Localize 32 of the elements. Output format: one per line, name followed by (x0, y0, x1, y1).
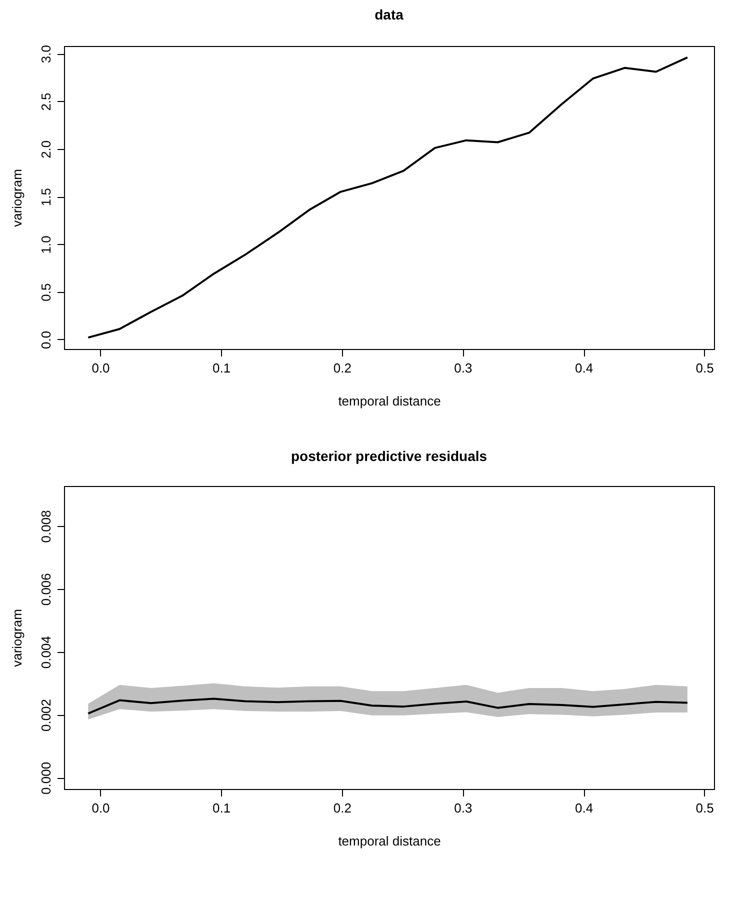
x-tick-label: 0.4 (574, 360, 594, 376)
line-series (87, 698, 688, 714)
x-tick-label: 0.1 (212, 360, 231, 376)
y-tick-label: 0.006 (38, 573, 54, 606)
y-tick-label: 2.0 (38, 140, 54, 158)
y-tick-label: 0.000 (38, 762, 54, 794)
x-tick-label: 0.2 (333, 360, 352, 376)
x-tick-label: 0.5 (696, 360, 714, 376)
y-tick-label: 3.0 (38, 45, 54, 64)
y-tick-label: 1.0 (38, 236, 54, 254)
chart-title: data (374, 6, 404, 23)
x-tick-label: 0.0 (92, 360, 110, 376)
x-tick-label: 0.4 (574, 800, 594, 816)
y-tick-label: 0.004 (38, 636, 54, 669)
y-tick-label: 0.008 (38, 510, 54, 543)
y-tick-label: 0.5 (38, 283, 54, 302)
y-tick-label: 0.002 (38, 698, 54, 732)
chart-title: posterior predictive residuals (290, 448, 488, 464)
line-series (87, 56, 688, 339)
y-axis-title: variogram (10, 169, 24, 227)
y-tick-label: 2.5 (38, 92, 54, 111)
x-tick-label: 0.3 (454, 800, 472, 816)
x-tick-label: 0.3 (454, 360, 472, 376)
x-tick-label: 0.5 (696, 800, 714, 816)
y-axis-title: variogram (10, 609, 24, 667)
y-tick-label: 0.0 (38, 330, 54, 350)
x-tick-label: 0.0 (92, 800, 110, 816)
y-tick-label: 1.5 (38, 188, 54, 206)
x-axis-title: temporal distance (338, 834, 441, 848)
x-tick-label: 0.2 (333, 800, 352, 816)
x-tick-label: 0.1 (212, 800, 231, 816)
x-axis-title: temporal distance (338, 394, 441, 408)
